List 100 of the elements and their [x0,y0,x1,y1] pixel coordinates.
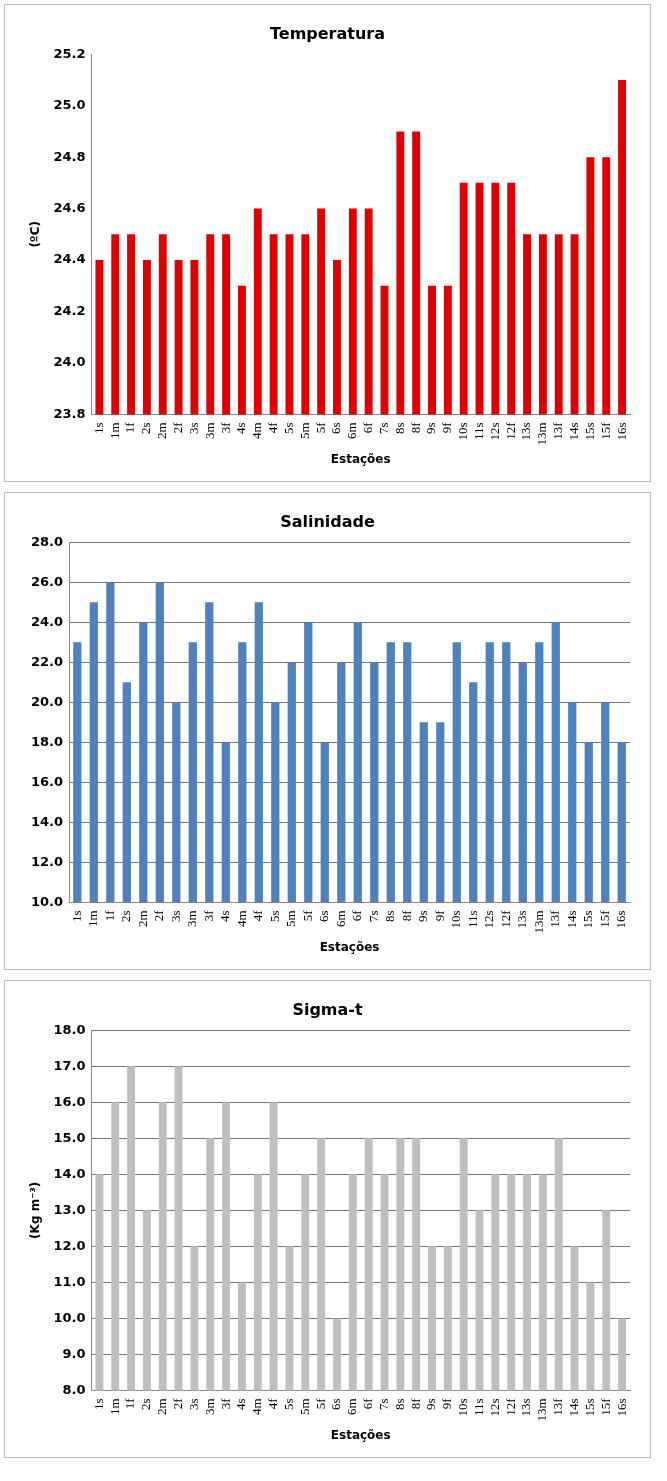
x-tick-label: 2f [151,909,167,922]
x-tick-label: 5m [296,422,312,440]
x-tick-label: 4m [233,910,249,928]
y-tick-label: 10.0 [31,893,64,909]
y-tick-label: 9.0 [62,1345,86,1361]
x-tick-label: 11s [464,910,480,929]
x-tick-label: 3s [167,910,183,923]
x-tick-label: 6m [344,422,360,440]
x-tick-label: 5s [266,910,282,923]
x-tick-label: 4s [217,910,233,923]
x-tick-label: 5m [283,910,299,928]
x-tick-label: 14s [565,1398,581,1417]
x-tick-label: 1f [122,421,138,434]
x-tick-label: 2f [170,1397,186,1410]
chart-title: Salinidade [280,511,376,531]
x-tick-label: 3f [217,421,233,434]
y-tick-label: 24.6 [53,199,86,215]
x-tick-label: 12f [502,1397,518,1416]
x-tick-label: 2f [170,421,186,434]
x-tick-label: 13f [550,1397,566,1416]
x-tick-label: 2s [118,910,134,923]
x-tick-label: 2m [134,910,150,928]
y-tick-label: 13.0 [53,1201,86,1217]
x-tick-label: 5f [299,909,315,922]
x-tick-label: 10s [448,910,464,929]
x-tick-label: 5s [280,1398,296,1411]
x-tick-label: 9s [423,422,439,435]
x-tick-label: 8f [407,1397,423,1410]
y-tick-label: 20.0 [31,693,64,709]
x-tick-label: 1s [68,910,84,923]
x-tick-label: 13s [518,1398,534,1417]
x-tick-label: 10s [455,422,471,441]
x-tick-label: 12f [502,421,518,440]
x-tick-label: 15f [596,909,612,928]
x-tick-label: 4f [265,1397,281,1410]
x-tick-label: 1s [90,422,106,435]
x-tick-label: 8f [398,909,414,922]
y-tick-label: 14.0 [53,1165,86,1181]
x-tick-label: 12f [497,909,513,928]
x-tick-label: 2m [154,1398,170,1416]
x-tick-label: 8s [391,1398,407,1411]
x-tick-label: 8s [382,910,398,923]
x-tick-label: 13f [550,421,566,440]
x-tick-label: 6m [344,1398,360,1416]
x-tick-label: 1f [122,1397,138,1410]
x-axis-title: Estações [319,939,380,954]
y-tick-label: 12.0 [31,853,64,869]
x-tick-label: 4m [249,422,265,440]
x-tick-label: 6f [360,1397,376,1410]
y-tick-label: 28.0 [31,533,64,549]
y-tick-label: 24.4 [53,251,86,267]
x-tick-label: 15f [597,421,613,440]
x-tick-label: 2m [154,422,170,440]
x-tick-label: 3m [201,422,217,440]
y-axis-title: (ºC) [28,221,43,248]
y-tick-label: 18.0 [31,733,64,749]
x-tick-label: 3m [184,910,200,928]
x-tick-label: 8f [407,421,423,434]
y-tick-label: 16.0 [53,1093,86,1109]
x-tick-label: 12s [481,910,497,929]
x-tick-label: 2s [138,422,154,435]
x-tick-label: 15f [597,1397,613,1416]
y-tick-label: 15.0 [53,1129,86,1145]
x-tick-label: 13m [530,910,546,934]
x-tick-label: 3s [185,1398,201,1411]
x-tick-label: 7s [375,422,391,435]
x-tick-label: 5m [296,1398,312,1416]
x-tick-label: 8s [391,422,407,435]
x-tick-label: 10s [455,1398,471,1417]
x-tick-label: 6s [328,422,344,435]
x-tick-label: 9f [431,909,447,922]
chart-title: Temperatura [269,23,386,43]
x-tick-label: 9f [439,1397,455,1410]
x-tick-label: 1m [106,422,122,440]
x-axis-title: Estações [330,1427,391,1442]
x-tick-label: 15s [581,1398,597,1417]
y-axis-title: (Kg m⁻³) [28,1181,43,1239]
x-tick-label: 12s [486,1398,502,1417]
y-tick-label: 17.0 [53,1057,86,1073]
x-tick-label: 4s [233,422,249,435]
y-tick-label: 24.0 [53,354,86,370]
y-tick-label: 25.0 [53,97,86,113]
x-tick-label: 14s [565,422,581,441]
x-tick-label: 1s [90,1398,106,1411]
x-tick-label: 6f [349,909,365,922]
x-tick-label: 5s [280,422,296,435]
chart-title: Sigma-t [292,999,363,1019]
x-tick-label: 3m [201,1398,217,1416]
x-tick-label: 7s [365,910,381,923]
x-tick-label: 1f [101,909,117,922]
x-tick-label: 4f [250,909,266,922]
x-tick-label: 11s [470,422,486,441]
x-tick-label: 13m [534,1398,550,1422]
x-tick-label: 16s [613,422,629,441]
x-tick-label: 11s [470,1398,486,1417]
x-tick-label: 3f [217,1397,233,1410]
y-tick-label: 8.0 [62,1381,86,1397]
x-tick-label: 4m [249,1398,265,1416]
x-tick-label: 16s [613,1398,629,1417]
x-tick-label: 13s [518,422,534,441]
